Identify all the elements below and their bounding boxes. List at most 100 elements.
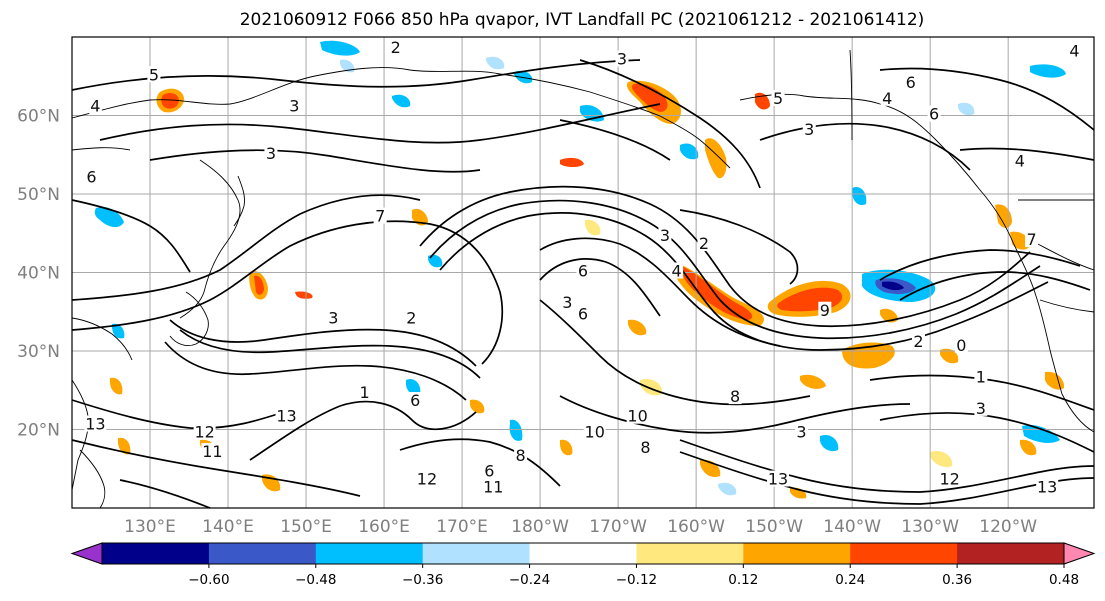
latitude-label: 60°N: [17, 107, 60, 127]
colorbar-bin: [957, 543, 1065, 564]
contour-line: [419, 185, 1031, 328]
contour-label: 6: [410, 391, 420, 410]
longitude-label: 140°W: [823, 517, 881, 537]
contour-line: [119, 479, 211, 509]
contour-label: 4: [1069, 42, 1079, 61]
contour-label: 2: [391, 38, 401, 57]
contour-label-halo: [576, 305, 590, 322]
contour-line: [71, 220, 504, 365]
colorbar-bin: [208, 543, 317, 564]
contour-label: 3: [289, 97, 299, 116]
contour-label: 1: [976, 367, 986, 386]
latitude-label: 30°N: [17, 342, 60, 362]
contour-label-halo: [904, 74, 918, 91]
colorbar-bin: [529, 543, 637, 564]
contour-label-halo: [911, 333, 925, 350]
contour-label-halo: [1013, 152, 1027, 169]
contour-line: [959, 147, 1095, 161]
north-america-coast: [739, 93, 1063, 395]
contour-label: 8: [640, 438, 650, 457]
colorbar-frame: [101, 542, 1065, 565]
contour-label-halo: [802, 121, 816, 138]
contour-label: 6: [929, 105, 939, 124]
contour-label-halo: [794, 423, 808, 440]
contour-label: 4: [672, 262, 682, 281]
contour-label-halo: [818, 301, 832, 318]
contour-label: 3: [328, 309, 338, 328]
contour-label: 3: [796, 422, 806, 441]
map-frame: [71, 36, 1095, 509]
contour-label: 6: [578, 262, 588, 281]
contour-label-halo: [626, 407, 649, 424]
colorbar-extend-high: [1063, 542, 1096, 565]
contour-label: 6: [906, 73, 916, 92]
latitude-label: 40°N: [17, 264, 60, 284]
okhotsk-coast: [71, 147, 131, 151]
contour-label-halo: [638, 439, 652, 456]
contour-line: [249, 400, 477, 461]
contour-label-halo: [880, 89, 894, 106]
korea-china-coast: [71, 317, 133, 361]
contour-label-halo: [415, 470, 438, 487]
contour-label: 13: [85, 415, 105, 434]
contour-label: 11: [483, 477, 503, 496]
contour-label: 10: [585, 422, 605, 441]
contour-line: [879, 412, 1095, 453]
longitude-label: 130°W: [901, 517, 959, 537]
contour-line: [149, 149, 481, 173]
contour-label-halo: [84, 415, 107, 432]
contour-label: 10: [627, 407, 647, 426]
contour-label: 5: [149, 65, 159, 84]
longitude-label: 160°W: [667, 517, 725, 537]
contour-label: 8: [515, 446, 525, 465]
contour-label-halo: [938, 470, 961, 487]
latitude-label: 50°N: [17, 185, 60, 205]
colorbar-tick-label: 0.12: [728, 572, 758, 588]
contour-label: 4: [882, 89, 892, 108]
contour-label-halo: [560, 293, 574, 310]
contour-label-halo: [974, 368, 988, 385]
colorbar-extend-low: [70, 542, 103, 565]
contour-label-halo: [1025, 231, 1039, 248]
contour-line: [164, 341, 467, 401]
contour-line: [71, 194, 421, 301]
contour-label-halo: [147, 66, 161, 83]
contour-label: 6: [578, 305, 588, 324]
contour-line: [429, 199, 1041, 340]
colorbar-tick-label: −0.24: [509, 572, 550, 588]
colorbar-bin: [743, 543, 851, 564]
baja-coast: [1061, 393, 1095, 433]
contour-label: 11: [202, 442, 222, 461]
contour-label-halo: [88, 97, 102, 114]
contour-line: [869, 374, 1095, 411]
contour-label: 5: [773, 89, 783, 108]
contour-label-halo: [264, 144, 278, 161]
contour-label-halo: [670, 262, 684, 279]
coastlines: [71, 49, 1095, 509]
contour-label-halo: [514, 446, 528, 463]
contour-label-halo: [373, 207, 387, 224]
contour-label-halo: [954, 337, 968, 354]
kamchatka-kuril-coast: [179, 159, 241, 319]
contour-line: [539, 258, 661, 317]
contour-label-halo: [927, 105, 941, 122]
contour-label: 3: [562, 293, 572, 312]
contour-label: 2: [406, 309, 416, 328]
contour-label: 3: [266, 144, 276, 163]
colorbar-tick-label: 0.36: [942, 572, 972, 588]
contour-line: [879, 249, 1081, 281]
contour-line: [759, 122, 971, 171]
contour-label-halo: [275, 407, 298, 424]
contour-label-halo: [326, 309, 340, 326]
contour-line: [559, 119, 671, 161]
contour-line: [539, 299, 811, 406]
latitude-label: 20°N: [17, 421, 60, 441]
latitude-labels: 60°N 50°N 40°N 30°N 20°N: [17, 107, 60, 441]
bering-coast: [659, 115, 731, 169]
contour-label-halo: [201, 443, 224, 460]
contour-label-halo: [287, 97, 301, 114]
contour-label-halo: [974, 399, 988, 416]
contour-label-halo: [576, 262, 590, 279]
